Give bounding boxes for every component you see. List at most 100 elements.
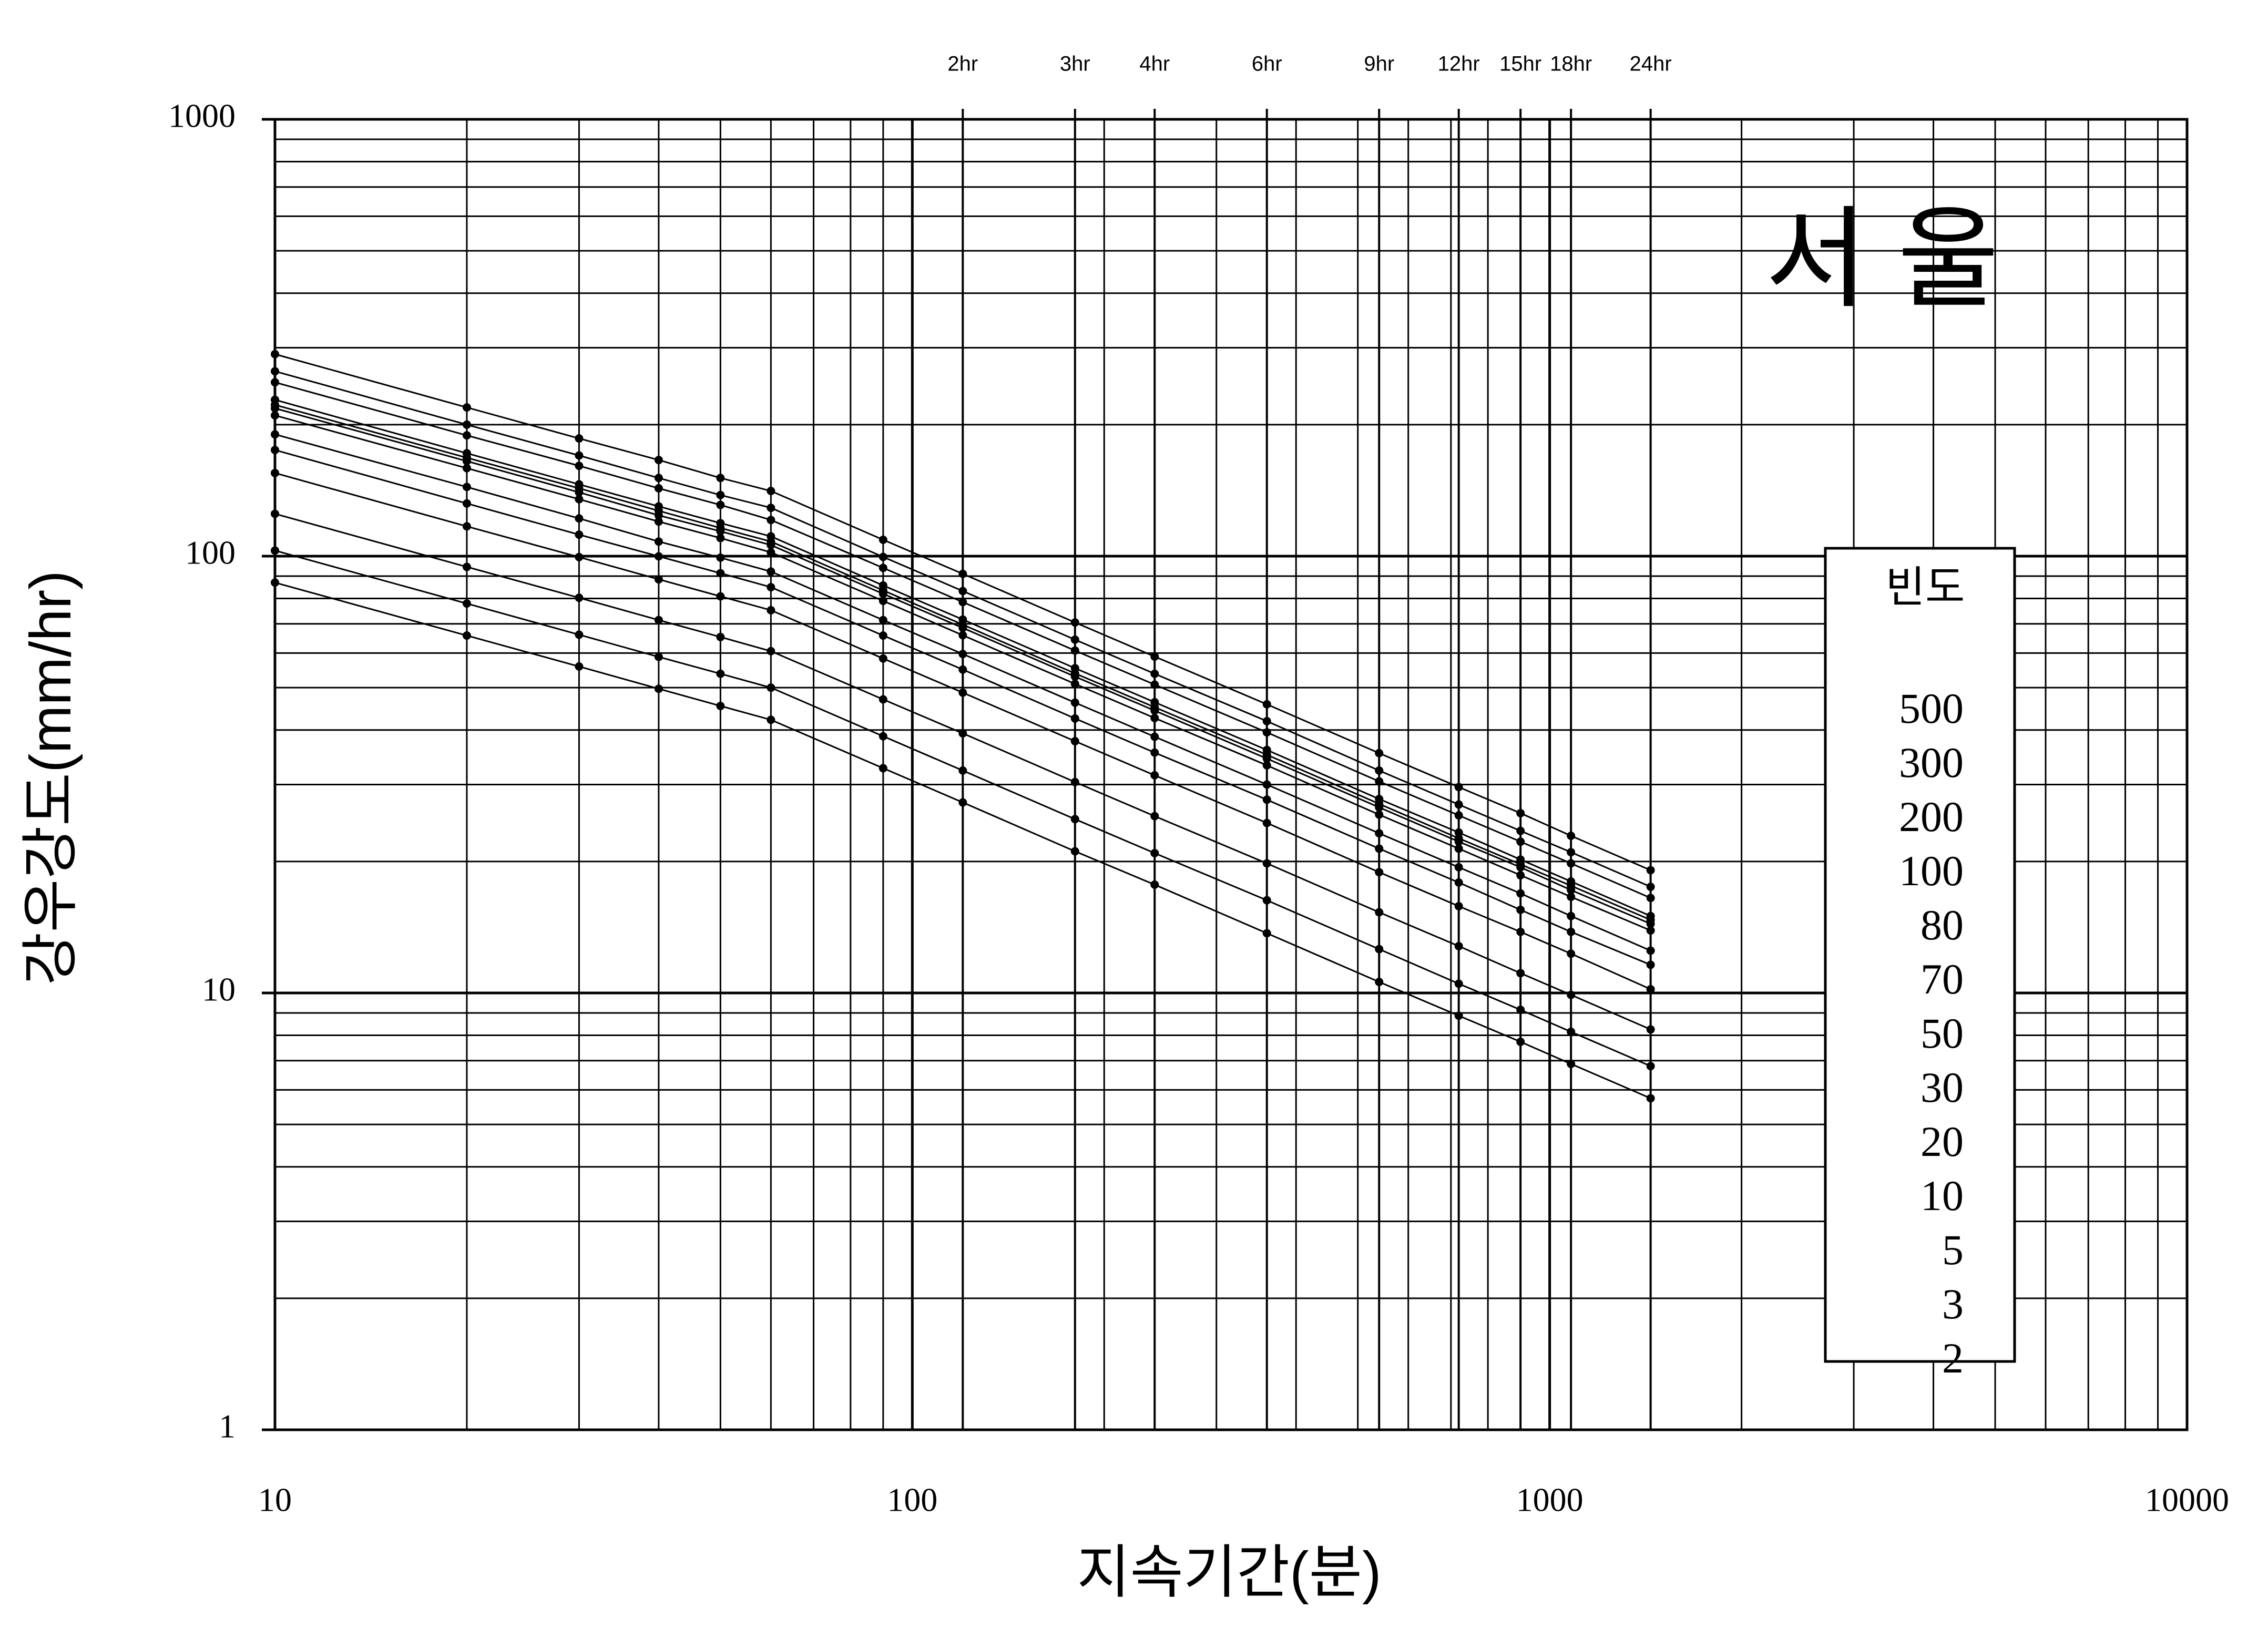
data-point xyxy=(1375,908,1384,917)
top-tick-label: 2hr xyxy=(947,53,978,76)
series-line xyxy=(274,414,1651,931)
data-point xyxy=(1375,844,1384,853)
top-tick-label: 3hr xyxy=(1060,53,1090,76)
data-point xyxy=(575,488,584,497)
data-point xyxy=(1454,979,1463,988)
data-point xyxy=(878,631,887,640)
data-point xyxy=(271,350,279,358)
data-point xyxy=(462,483,471,491)
data-point xyxy=(1070,618,1079,627)
data-point xyxy=(1150,812,1159,821)
data-point xyxy=(1454,863,1463,872)
data-point xyxy=(1262,929,1271,938)
data-point xyxy=(462,431,471,440)
data-point xyxy=(716,527,725,536)
data-point xyxy=(1150,771,1159,780)
data-point xyxy=(1070,672,1079,681)
data-point xyxy=(767,683,775,692)
y-tick-label: 100 xyxy=(185,534,236,571)
data-point xyxy=(1567,911,1576,920)
data-point xyxy=(1567,859,1576,868)
legend-label: 2 xyxy=(1942,1334,1964,1382)
data-point xyxy=(958,587,967,596)
data-point xyxy=(271,578,279,587)
data-point xyxy=(462,403,471,412)
data-point xyxy=(654,474,663,483)
data-point xyxy=(1454,828,1463,837)
legend-label: 80 xyxy=(1920,901,1964,949)
data-point xyxy=(1150,669,1159,678)
data-point xyxy=(1070,698,1079,707)
data-point xyxy=(767,606,775,614)
data-point xyxy=(1262,728,1271,737)
top-tick-label: 18hr xyxy=(1550,53,1592,76)
data-point xyxy=(1646,926,1655,935)
data-point xyxy=(1070,680,1079,689)
data-point xyxy=(767,548,775,557)
data-point xyxy=(1516,863,1525,872)
data-point xyxy=(575,514,584,523)
top-tick-label: 4hr xyxy=(1139,53,1170,76)
data-point xyxy=(1150,706,1159,715)
legend-label: 20 xyxy=(1920,1118,1964,1165)
x-tick-label: 10 xyxy=(258,1481,292,1519)
data-point xyxy=(1375,829,1384,838)
legend-label: 10 xyxy=(1920,1172,1964,1220)
series-line xyxy=(274,353,1651,871)
data-point xyxy=(1567,886,1576,895)
data-point xyxy=(767,504,775,513)
data-point xyxy=(878,597,887,606)
data-point xyxy=(1567,1027,1576,1036)
data-point xyxy=(716,592,725,601)
data-point xyxy=(1150,732,1159,741)
data-point xyxy=(1070,777,1079,786)
data-point xyxy=(1516,826,1525,835)
data-point xyxy=(462,599,471,608)
legend-label: 200 xyxy=(1899,793,1964,841)
data-point xyxy=(1262,859,1271,868)
x-tick-label: 1000 xyxy=(1516,1481,1583,1519)
data-point xyxy=(958,569,967,578)
data-point xyxy=(958,766,967,775)
data-point xyxy=(767,647,775,655)
data-point xyxy=(767,516,775,525)
data-point xyxy=(271,378,279,387)
data-point xyxy=(716,490,725,499)
data-point xyxy=(878,616,887,624)
data-point xyxy=(575,462,584,470)
data-point xyxy=(716,500,725,509)
data-point xyxy=(1375,810,1384,819)
series-line xyxy=(274,370,1651,888)
data-point xyxy=(1262,780,1271,789)
data-point xyxy=(1454,844,1463,853)
data-point xyxy=(1375,945,1384,954)
data-point xyxy=(716,534,725,542)
legend-title: 빈도 xyxy=(1886,564,1965,611)
data-point xyxy=(1375,868,1384,877)
data-point xyxy=(767,583,775,592)
data-point xyxy=(716,632,725,641)
data-point xyxy=(1070,737,1079,746)
data-point xyxy=(462,420,471,429)
legend-label: 70 xyxy=(1920,955,1964,1003)
series-line xyxy=(274,513,1651,1030)
data-point xyxy=(1516,837,1525,846)
legend-label: 30 xyxy=(1920,1063,1964,1111)
data-point xyxy=(878,589,887,598)
data-point xyxy=(878,535,887,544)
data-point xyxy=(1567,893,1576,902)
data-point xyxy=(958,688,967,697)
data-point xyxy=(767,715,775,724)
data-point xyxy=(1646,894,1655,903)
data-point xyxy=(575,451,584,460)
x-tick-label: 100 xyxy=(887,1481,937,1519)
top-tick-label: 15hr xyxy=(1499,53,1541,76)
data-point xyxy=(716,474,725,483)
data-point xyxy=(575,530,584,539)
data-point xyxy=(1516,808,1525,817)
data-point xyxy=(878,764,887,773)
data-point xyxy=(1150,652,1159,661)
data-point xyxy=(1150,848,1159,857)
data-point xyxy=(271,430,279,439)
data-point xyxy=(878,695,887,704)
